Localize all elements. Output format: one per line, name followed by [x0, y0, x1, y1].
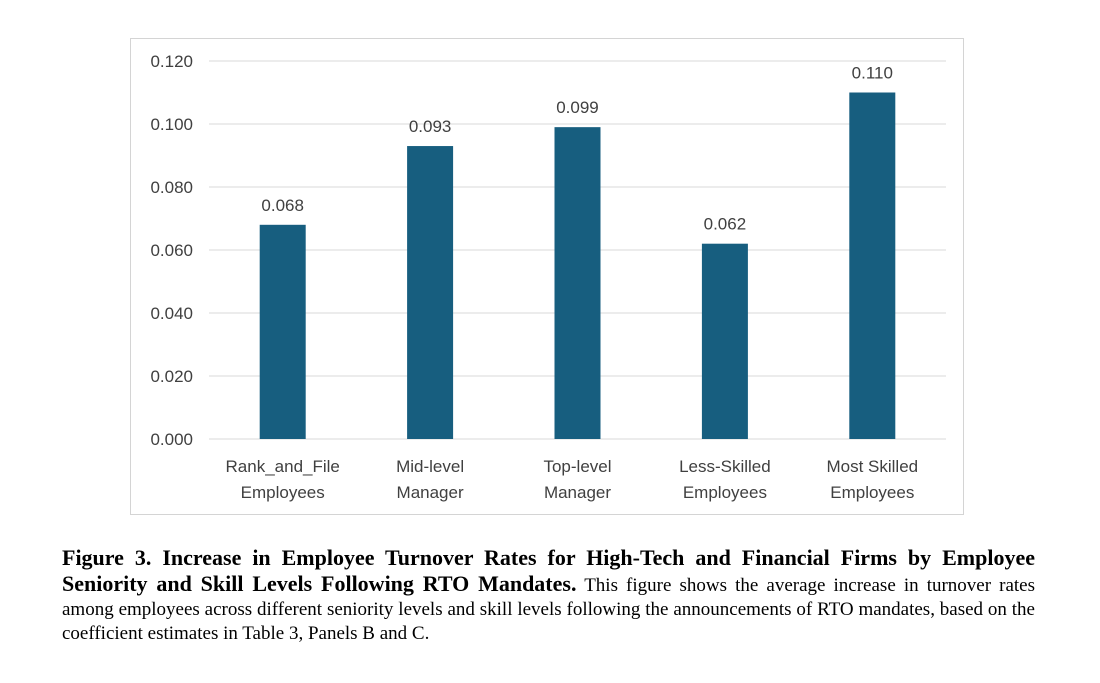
bar-chart: 0.000 0.020 0.040 0.060 0.080 0.100 0.120 0.068…: [150, 52, 946, 502]
y-tick-label: 0.040: [150, 304, 193, 323]
data-label: 0.068: [261, 196, 304, 215]
y-tick-label: 0.100: [150, 115, 193, 134]
x-category-label: Employees: [683, 483, 767, 502]
bar: [407, 146, 454, 440]
bar: [554, 127, 601, 440]
bar: [849, 92, 896, 439]
x-category-label: Manager: [544, 483, 611, 502]
caption-heading: Figure 3. Increase in Employee Turnover …: [62, 545, 1035, 596]
data-label: 0.093: [409, 117, 452, 136]
x-category-label: Employees: [241, 483, 325, 502]
data-label: 0.099: [556, 98, 599, 117]
x-category-label: Rank_and_File: [226, 457, 340, 476]
x-category-label: Most Skilled: [826, 457, 918, 476]
figure-caption: Figure 3. Increase in Employee Turnover …: [62, 546, 1035, 646]
x-category-label: Employees: [830, 483, 914, 502]
x-category-label: Top-level: [543, 457, 611, 476]
y-tick-label: 0.120: [150, 52, 193, 71]
x-category-label: Less-Skilled: [679, 457, 771, 476]
bar: [701, 243, 748, 439]
chart-frame: 0.000 0.020 0.040 0.060 0.080 0.100 0.120 0.068…: [130, 38, 964, 515]
bar: [259, 224, 306, 439]
data-label: 0.062: [704, 215, 747, 234]
caption-body: This figure shows the average increase i…: [62, 575, 1035, 644]
x-category-label: Mid-level: [396, 457, 464, 476]
y-tick-label: 0.080: [150, 178, 193, 197]
y-tick-label: 0.000: [150, 430, 193, 449]
data-label: 0.110: [852, 64, 893, 83]
y-tick-label: 0.060: [150, 241, 193, 260]
x-category-label: Manager: [397, 483, 464, 502]
y-tick-label: 0.020: [150, 367, 193, 386]
